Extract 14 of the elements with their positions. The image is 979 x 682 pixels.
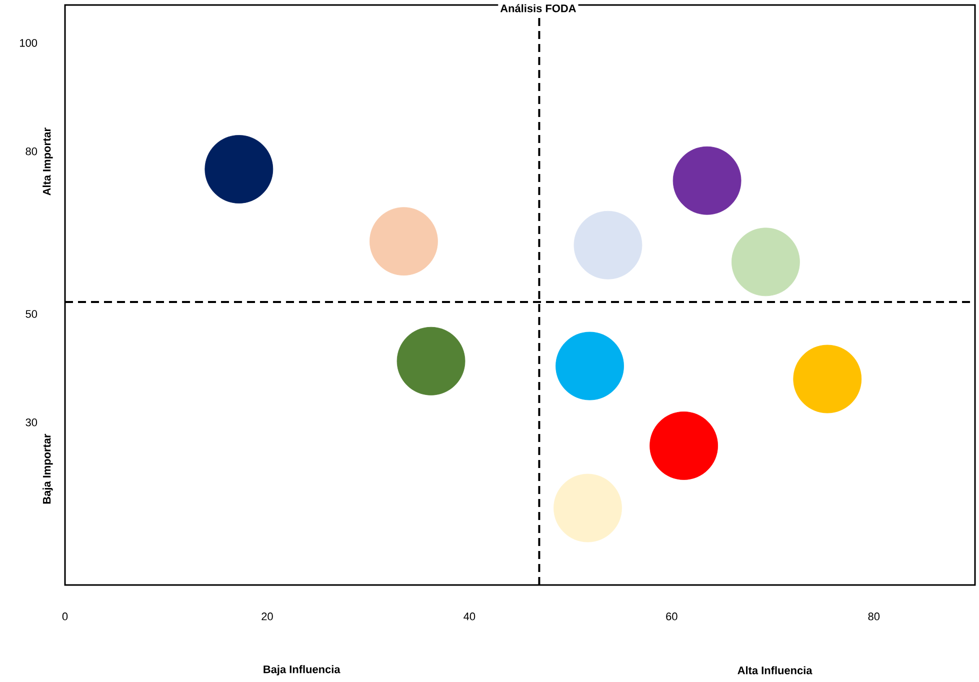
- y-tick-label: 100: [20, 39, 38, 47]
- x-tick-label: 60: [666, 612, 678, 620]
- y-tick-label: 30: [26, 418, 38, 426]
- x-tick-label: 40: [464, 612, 476, 620]
- x-tick-label: 80: [868, 612, 880, 620]
- y-tick-label: 80: [26, 147, 38, 156]
- x-tick-label: 20: [262, 612, 273, 620]
- text: Baja Influencia: [264, 665, 340, 676]
- chart-title: Análisis FODA: [500, 4, 576, 12]
- x-tick-label: 0: [62, 612, 68, 620]
- text: Alta Importar: [42, 128, 53, 196]
- text: Alta Influencia: [738, 666, 812, 674]
- text: Baja Importar: [42, 434, 53, 504]
- y-tick-label: 50: [26, 310, 38, 318]
